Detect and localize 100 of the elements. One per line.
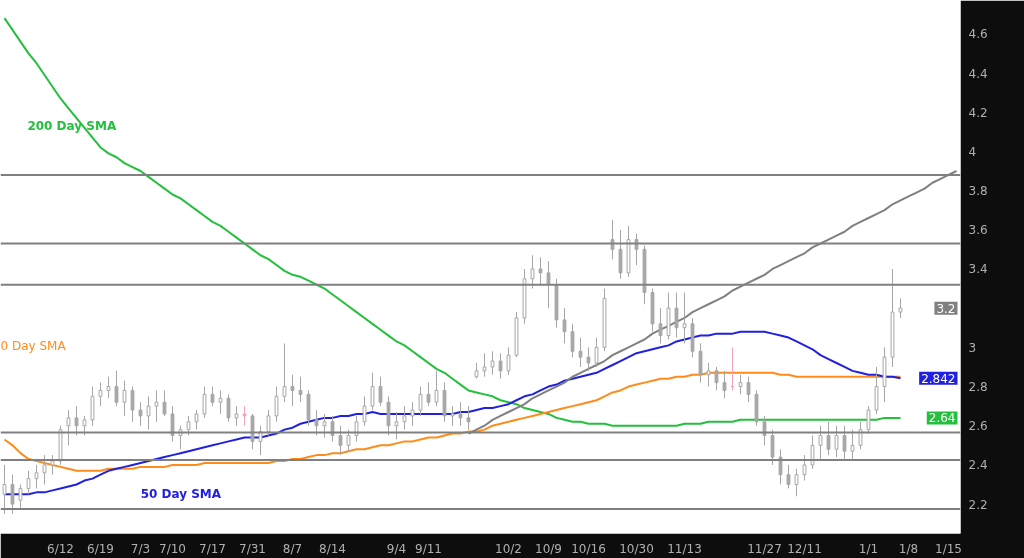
candlestick	[82, 415, 87, 437]
candlestick	[66, 409, 71, 446]
x-tick-label: 1/8	[898, 541, 919, 556]
candlestick	[506, 346, 511, 376]
y-tick-label: 4.2	[968, 105, 988, 120]
candlestick	[538, 256, 543, 286]
line-series	[3, 371, 902, 472]
candlestick	[162, 389, 167, 417]
candlestick	[746, 376, 751, 403]
candlestick	[546, 260, 551, 309]
candlestick	[114, 370, 119, 407]
y-tick-label: 2.2	[968, 497, 988, 512]
candlestick	[586, 346, 591, 372]
x-tick-label: 9/4	[386, 541, 407, 556]
x-tick-label: 6/12	[47, 541, 74, 556]
x-tick-label: 11/27	[747, 541, 782, 556]
x-tick-label: 7/31	[239, 541, 266, 556]
x-tick-label: 11/13	[667, 541, 702, 556]
candlestick	[154, 389, 159, 423]
candlestick	[370, 372, 375, 411]
candlestick	[682, 291, 687, 344]
y-tick-label: 3	[968, 340, 977, 355]
candlestick	[714, 366, 719, 391]
y-tick-label: 2.6	[968, 419, 988, 434]
candlestick	[210, 386, 215, 407]
candlestick	[450, 405, 455, 427]
candlestick	[122, 380, 127, 417]
x-tick-label: 12/11	[787, 541, 822, 556]
x-tick-label: 10/9	[535, 541, 562, 556]
candlestick	[138, 401, 143, 427]
candlestick	[874, 366, 879, 415]
candlestick	[738, 374, 743, 395]
candlestick	[18, 484, 23, 509]
x-tick-label: 10/2	[495, 541, 522, 556]
candlestick	[698, 342, 703, 384]
candlestick	[570, 323, 575, 358]
candlestick	[842, 425, 847, 460]
candlestick	[898, 297, 903, 319]
candlestick	[802, 454, 807, 482]
y-tick-label: 4.4	[968, 66, 988, 81]
candlestick	[42, 454, 47, 486]
candlestick	[266, 409, 271, 437]
candlestick	[762, 415, 767, 446]
candlestick	[362, 395, 367, 427]
candlestick	[202, 386, 207, 419]
candlestick	[234, 405, 239, 427]
candlestick	[186, 415, 191, 437]
series-label: 200 Day SMA	[27, 118, 117, 133]
y-tick-label: 2.4	[968, 458, 988, 473]
y-tick-label: 3.8	[968, 184, 988, 199]
y-tick-label: 4.6	[968, 27, 988, 42]
y-tick-label: 2.8	[968, 380, 988, 395]
y-tick-label: 3.4	[968, 262, 988, 277]
candlestick	[434, 370, 439, 407]
x-tick-label: 10/30	[619, 541, 654, 556]
x-tick-label: 1/15	[935, 541, 962, 556]
candlestick	[578, 337, 583, 368]
candlestick	[74, 405, 79, 437]
candlestick	[282, 342, 287, 403]
y-tick-label: 3.6	[968, 223, 988, 238]
candlestick	[394, 411, 399, 440]
candlestick	[594, 337, 599, 368]
candlestick	[794, 468, 799, 497]
candlestick	[386, 395, 391, 437]
x-tick-label: 1/1	[858, 541, 879, 556]
candlestick	[818, 425, 823, 462]
candlestick	[242, 405, 247, 427]
candlestick	[218, 389, 223, 415]
x-tick-label: 8/14	[319, 541, 346, 556]
candlestick	[170, 405, 175, 442]
candlestick	[378, 376, 383, 407]
x-tick-label: 8/7	[282, 541, 303, 556]
candlestick	[402, 405, 407, 431]
candlestick	[418, 386, 423, 417]
candlestick	[722, 370, 727, 399]
candlestick	[146, 395, 151, 431]
candlestick	[90, 386, 95, 427]
x-tick-label: 7/3	[130, 541, 151, 556]
annotation: 2.64	[928, 411, 956, 426]
candlestick	[258, 425, 263, 456]
candlestick	[130, 386, 135, 423]
x-tick-label: 7/17	[199, 541, 226, 556]
candlestick	[10, 474, 15, 515]
candlestick	[834, 425, 839, 458]
candlestick	[786, 464, 791, 489]
x-tick-label: 6/19	[87, 541, 114, 556]
candlestick	[826, 421, 831, 456]
candlestick	[674, 291, 679, 339]
candlestick	[98, 382, 103, 407]
text: 0 Day SMA	[0, 338, 67, 353]
candlestick	[338, 425, 343, 456]
candlestick	[354, 415, 359, 442]
candlestick	[290, 374, 295, 407]
y-tick-label: 4	[968, 144, 977, 159]
candlestick	[866, 405, 871, 435]
x-tick-label: 10/16	[571, 541, 606, 556]
candlestick	[530, 254, 535, 290]
candlestick	[466, 405, 471, 431]
candlestick	[194, 409, 199, 431]
candlestick	[770, 429, 775, 466]
